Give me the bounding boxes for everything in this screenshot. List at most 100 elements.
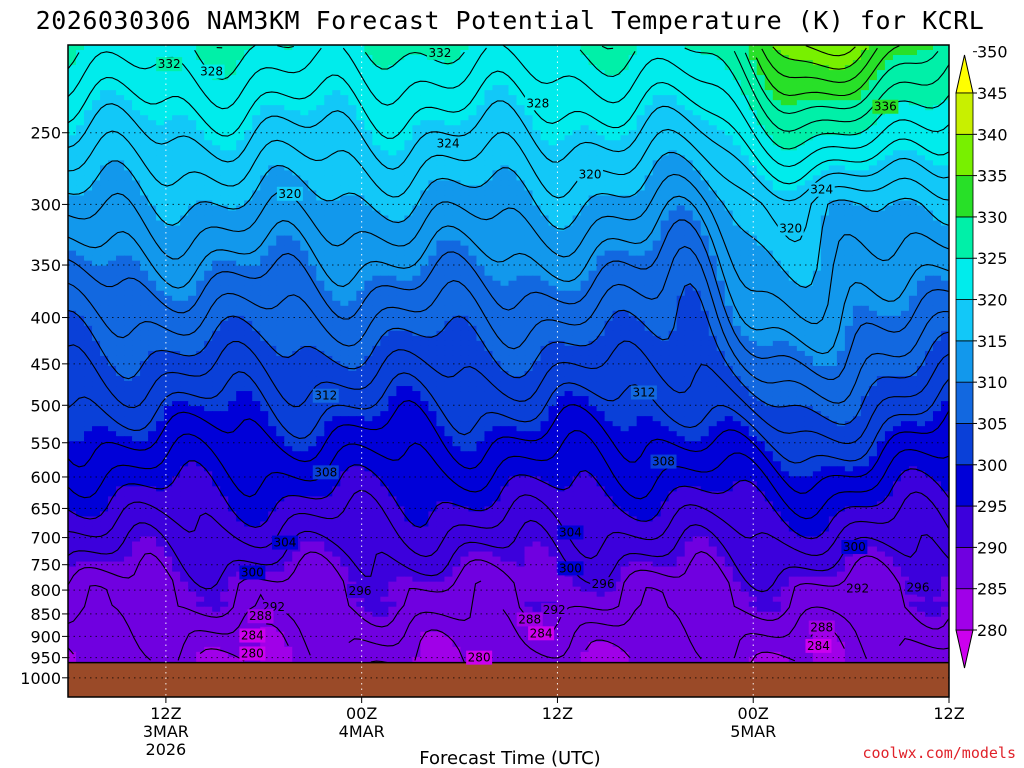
- field-cell: [780, 135, 790, 141]
- field-cell: [68, 45, 77, 51]
- field-cell: [620, 110, 630, 116]
- field-cell: [756, 260, 766, 267]
- field-cell: [804, 45, 814, 51]
- field-cell: [492, 120, 502, 126]
- field-cell: [108, 140, 117, 146]
- field-cell: [732, 240, 742, 247]
- field-cell: [868, 165, 878, 171]
- field-cell: [884, 185, 894, 192]
- field-cell: [404, 105, 413, 111]
- field-cell: [516, 80, 526, 86]
- field-cell: [644, 225, 654, 232]
- field-cell: [692, 175, 702, 182]
- field-cell: [268, 185, 277, 192]
- field-cell: [572, 105, 582, 111]
- field-cell: [756, 265, 766, 272]
- field-cell: [772, 160, 782, 166]
- field-cell: [844, 215, 854, 222]
- field-cell: [108, 255, 117, 262]
- field-cell: [668, 110, 678, 116]
- field-cell: [684, 205, 694, 212]
- field-cell: [268, 110, 277, 116]
- field-cell: [572, 200, 582, 207]
- field-cell: [876, 240, 886, 247]
- field-cell: [452, 175, 462, 182]
- field-cell: [356, 210, 365, 217]
- field-cell: [468, 85, 478, 91]
- field-cell: [228, 85, 237, 91]
- field-cell: [724, 200, 734, 207]
- field-cell: [300, 230, 309, 237]
- field-cell: [636, 165, 646, 171]
- field-cell: [244, 270, 253, 277]
- field-cell: [340, 270, 349, 277]
- field-cell: [508, 150, 518, 156]
- field-cell: [116, 100, 125, 106]
- field-cell: [460, 190, 470, 197]
- field-cell: [84, 200, 93, 207]
- field-cell: [652, 215, 662, 222]
- field-cell: [932, 175, 942, 182]
- field-cell: [228, 145, 237, 151]
- field-cell: [644, 265, 654, 272]
- field-cell: [548, 150, 558, 156]
- field-cell: [468, 145, 478, 151]
- field-cell: [340, 80, 349, 86]
- field-cell: [580, 180, 590, 187]
- field-cell: [292, 180, 301, 187]
- field-cell: [84, 100, 93, 106]
- field-cell: [836, 50, 846, 56]
- field-cell: [636, 205, 646, 212]
- field-cell: [348, 105, 357, 111]
- field-cell: [292, 265, 301, 272]
- field-cell: [716, 135, 726, 141]
- field-cell: [708, 95, 718, 101]
- field-cell: [508, 175, 518, 182]
- field-cell: [116, 180, 125, 187]
- field-cell: [724, 110, 734, 116]
- field-cell: [468, 105, 478, 111]
- field-cell: [556, 250, 566, 257]
- field-cell: [284, 140, 293, 146]
- field-cell: [388, 175, 397, 182]
- field-cell: [388, 50, 397, 56]
- field-cell: [68, 245, 77, 252]
- field-cell: [676, 50, 686, 56]
- field-cell: [148, 65, 157, 71]
- field-cell: [452, 180, 462, 187]
- field-cell: [428, 175, 438, 182]
- field-cell: [316, 155, 325, 161]
- field-cell: [844, 80, 854, 86]
- field-cell: [740, 90, 750, 96]
- field-cell: [716, 125, 726, 131]
- field-cell: [548, 215, 558, 222]
- field-cell: [372, 140, 381, 146]
- field-cell: [908, 145, 918, 151]
- field-cell: [372, 115, 381, 121]
- field-cell: [812, 70, 822, 76]
- field-cell: [572, 260, 582, 267]
- field-cell: [76, 65, 85, 71]
- field-cell: [388, 215, 397, 222]
- field-cell: [772, 185, 782, 192]
- field-cell: [260, 55, 269, 61]
- field-cell: [388, 245, 397, 252]
- field-cell: [892, 70, 902, 76]
- field-cell: [556, 170, 566, 176]
- field-cell: [100, 70, 109, 76]
- field-cell: [436, 70, 446, 76]
- field-cell: [324, 130, 333, 136]
- field-cell: [380, 165, 389, 171]
- field-cell: [268, 165, 277, 171]
- field-cell: [332, 180, 341, 187]
- field-cell: [940, 65, 949, 71]
- field-cell: [804, 55, 814, 61]
- field-cell: [564, 250, 574, 257]
- field-cell: [436, 85, 446, 91]
- field-cell: [380, 225, 389, 232]
- field-cell: [148, 125, 157, 131]
- field-cell: [548, 250, 558, 257]
- field-cell: [636, 65, 646, 71]
- field-cell: [388, 235, 397, 242]
- field-cell: [724, 180, 734, 187]
